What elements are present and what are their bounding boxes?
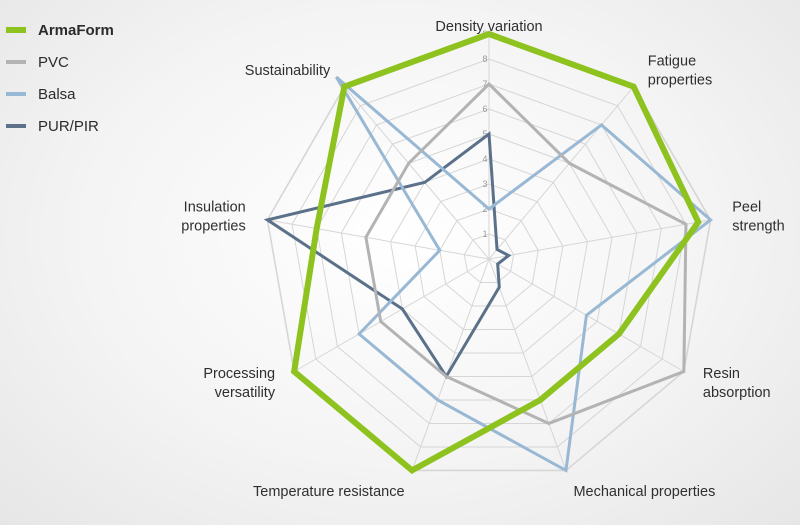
grid-ring-3	[414, 183, 564, 330]
series-pur-pir	[263, 131, 512, 380]
tick-label-8: 8	[482, 54, 487, 64]
grid-spoke-peel-strength	[488, 219, 711, 260]
grid-spoke-mechanical-properties	[488, 258, 567, 471]
axis-label-fatigue-properties: Fatigue properties	[648, 53, 712, 88]
tick-label-6: 6	[482, 104, 487, 114]
tick-label-4: 4	[482, 154, 487, 164]
legend-item-pur-pir[interactable]: PUR/PIR	[6, 110, 114, 142]
grid-spoke-processing-versatility	[293, 258, 490, 372]
series-pvc	[364, 81, 688, 426]
grid-ring-9	[266, 33, 712, 472]
grid-spoke-insulation-properties	[267, 219, 490, 260]
legend: ArmaForm PVC Balsa PUR/PIR	[6, 14, 114, 142]
series-balsa	[335, 75, 713, 473]
series-armaform	[290, 30, 702, 475]
legend-swatch-balsa	[6, 92, 26, 96]
tick-label-3: 3	[482, 179, 487, 189]
axis-label-mechanical-properties: Mechanical properties	[573, 484, 715, 500]
legend-swatch-pvc	[6, 60, 26, 64]
axis-label-temperature-resistance: Temperature resistance	[253, 484, 405, 500]
tick-label-2: 2	[482, 204, 487, 214]
tick-label-7: 7	[482, 79, 487, 89]
grid-ring-6	[340, 108, 638, 401]
axis-labels: Density variation Fatigue properties Peel st…	[181, 19, 784, 500]
legend-label-balsa: Balsa	[38, 85, 76, 103]
grid-ring-7	[316, 83, 662, 424]
axis-label-density-variation: Density variation	[435, 19, 542, 35]
axis-label-sustainability: Sustainability	[245, 63, 331, 79]
legend-label-pvc: PVC	[38, 53, 69, 71]
legend-label-pur-pir: PUR/PIR	[38, 117, 99, 135]
tick-label-1: 1	[482, 229, 487, 239]
legend-item-pvc[interactable]: PVC	[6, 46, 114, 78]
grid-spoke-sustainability	[343, 86, 490, 260]
legend-label-armaform: ArmaForm	[38, 21, 114, 39]
series-lines	[263, 30, 713, 475]
legend-swatch-pur-pir	[6, 124, 26, 128]
legend-swatch-armaform	[6, 27, 26, 33]
axis-label-insulation-properties: Insulation properties	[181, 200, 245, 235]
tick-label-5: 5	[482, 129, 487, 139]
legend-item-armaform[interactable]: ArmaForm	[6, 14, 114, 46]
axis-label-peel-strength: Peel strength	[732, 200, 784, 235]
grid-ring-4	[389, 158, 589, 354]
axis-label-resin-absorption: Resin absorption	[703, 366, 771, 401]
legend-item-balsa[interactable]: Balsa	[6, 78, 114, 110]
axis-label-processing-versatility: Processing versatility	[203, 366, 275, 401]
grid-ring-1	[463, 233, 515, 283]
grid-spoke-fatigue-properties	[488, 86, 635, 260]
grid-spoke-temperature-resistance	[411, 258, 490, 471]
